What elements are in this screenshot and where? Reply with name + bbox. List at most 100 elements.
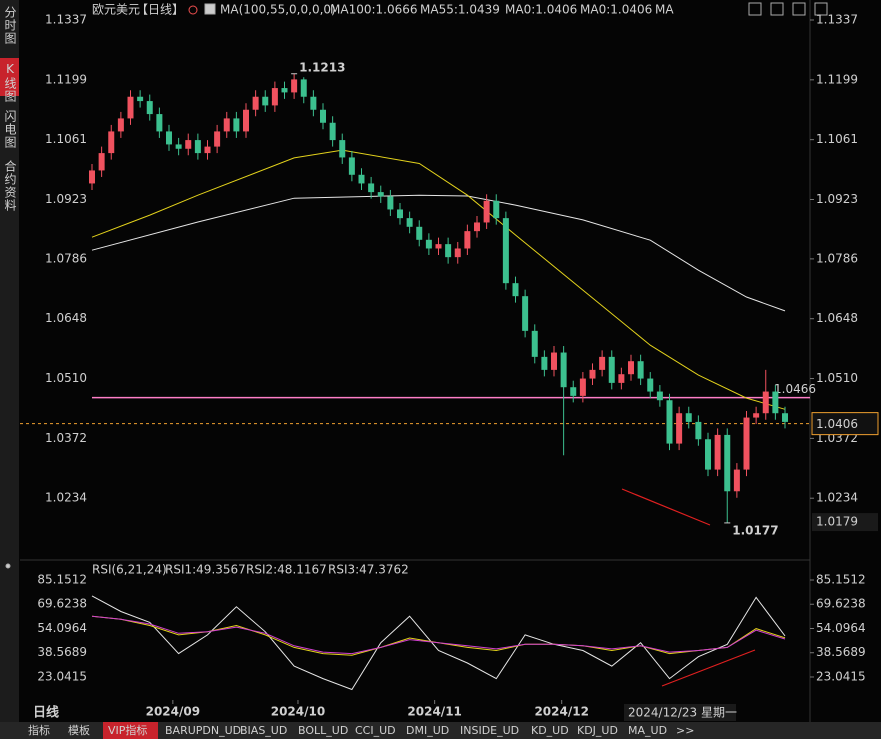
y-tick-label: 1.0234 [816, 491, 858, 505]
legend-item: RSI1:49.3567 [165, 563, 246, 577]
candle-body [579, 378, 586, 396]
axis-marker-box [812, 513, 878, 532]
legend-item: MA0:1.0406 [580, 3, 652, 17]
candle-body [445, 244, 452, 258]
y-tick-label: 1.0648 [816, 311, 858, 325]
y-tick-label: 85.1512 [37, 573, 87, 587]
y-tick-label: 1.0510 [816, 371, 858, 385]
y-tick-label: 1.0923 [816, 192, 858, 206]
candle-body [185, 140, 192, 149]
candle-body [608, 356, 615, 383]
dot [5, 563, 11, 569]
candle-body [435, 244, 442, 249]
y-tick-label: 85.1512 [816, 573, 866, 587]
candle-body [329, 122, 336, 141]
icon[interactable] [770, 2, 784, 16]
candle-body [223, 118, 230, 132]
y-tick-label: 69.6238 [37, 597, 87, 611]
candle-body [685, 413, 692, 422]
tab[interactable]: BIAS_UD [240, 724, 287, 737]
y-tick-label: 38.5689 [816, 645, 866, 659]
candle-body [772, 391, 779, 414]
candle-body [214, 131, 221, 147]
candle-body [647, 378, 654, 392]
tab[interactable]: BOLL_UD [298, 724, 348, 737]
candle-body [753, 413, 760, 418]
trend-line [621, 488, 711, 526]
sidebar-tab[interactable]: 分时图 [3, 6, 17, 45]
legend-item: RSI3:47.3762 [328, 563, 409, 577]
tab[interactable]: BARUPDN_UD [165, 724, 241, 737]
candle-body [502, 218, 509, 284]
tab[interactable]: 指标 [28, 723, 50, 737]
sidebar-tab[interactable]: K线图 [3, 62, 17, 103]
candle-body [541, 356, 548, 370]
tab[interactable]: >> [676, 724, 694, 737]
candle-body [358, 174, 365, 184]
candle-body [656, 391, 663, 401]
candle-body [204, 146, 211, 154]
y-tick-label: 1.1337 [45, 13, 87, 27]
candle-body [599, 356, 606, 370]
candle-body [724, 434, 731, 492]
candle-body [762, 391, 769, 414]
candle-body [108, 131, 115, 154]
candle-body [618, 374, 625, 383]
crosshair-date-box [624, 704, 736, 721]
sidebar-tab[interactable]: 合约资料 [3, 159, 17, 212]
period: 【日线】 [136, 3, 184, 17]
candle-body [233, 118, 240, 132]
tab[interactable]: 模板 [68, 723, 90, 737]
tab[interactable]: KD_UD [531, 724, 569, 737]
candle-body [291, 79, 298, 93]
candle-body [89, 170, 95, 184]
candle-body [512, 283, 519, 297]
icon[interactable] [204, 3, 216, 15]
candle-body [175, 144, 182, 149]
icon[interactable] [748, 2, 762, 16]
add-icon[interactable] [188, 5, 198, 15]
crosshair-date: 2024/12/23 星期一 [628, 706, 737, 720]
legend-item: MA55:1.0439 [420, 3, 500, 17]
y-tick-label: 38.5689 [37, 645, 87, 659]
tab[interactable]: INSIDE_UD [460, 724, 519, 737]
candle-body [474, 222, 480, 232]
candle-body [300, 79, 307, 97]
rsi-line [91, 615, 786, 655]
candle-body [137, 96, 144, 102]
sidebar-tab[interactable]: 闪电图 [3, 110, 17, 149]
x-tick-label: 2024/10 [271, 705, 325, 719]
icon[interactable] [814, 2, 828, 16]
ma-line [91, 149, 786, 410]
candle-body [117, 118, 124, 132]
tab[interactable]: KDJ_UD [577, 724, 618, 737]
candle-body [637, 361, 644, 379]
candle-body [464, 231, 471, 249]
candle-body [733, 469, 740, 492]
y-tick-label: 1.0786 [816, 251, 858, 265]
candle-body [243, 109, 249, 132]
candle-body [589, 369, 596, 379]
y-tick-label: 54.0964 [816, 621, 866, 635]
candle-body [127, 96, 134, 119]
legend-item: RSI2:48.1167 [246, 563, 327, 577]
icon[interactable] [792, 2, 806, 16]
tab[interactable]: DMI_UD [406, 724, 449, 737]
y-tick-label: 1.0648 [45, 311, 87, 325]
candle-body [522, 296, 529, 331]
y-tick-label: 1.1061 [45, 132, 87, 146]
candle-body [454, 248, 461, 258]
candle-body [695, 421, 702, 440]
tab[interactable]: VIP指标 [108, 723, 147, 737]
ma-params: MA(100,55,0,0,0,0) [220, 3, 336, 17]
legend-item: MA100:1.0666 [330, 3, 418, 17]
tab[interactable]: CCI_UD [355, 724, 396, 737]
candle-body [666, 400, 673, 444]
horizontal-line-label: 1.0466 [774, 382, 816, 396]
candle-body [166, 131, 172, 145]
candle-body [281, 88, 288, 93]
y-tick-label: 1.0510 [45, 371, 87, 385]
tab[interactable]: MA_UD [628, 724, 667, 737]
